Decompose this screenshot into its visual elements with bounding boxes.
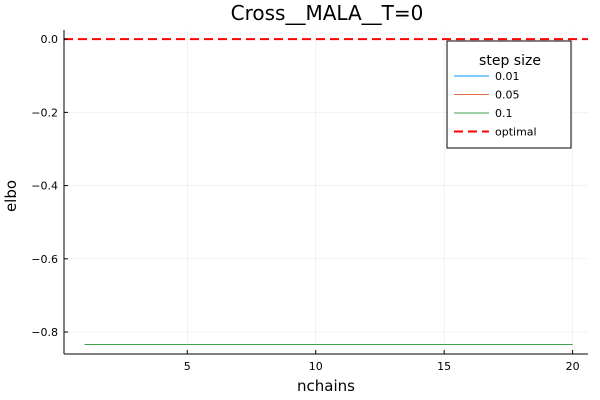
x-tick-label: 5 [184,360,191,373]
chart-title: Cross__MALA__T=0 [231,1,424,25]
x-tick-label: 15 [437,360,451,373]
x-axis-label: nchains [297,377,355,395]
legend-label-0.01: 0.01 [495,70,520,83]
y-tick-label: −0.2 [31,106,58,119]
y-tick-label: −0.8 [31,326,58,339]
y-axis-label: elbo [2,180,20,212]
x-tick-label: 20 [566,360,580,373]
legend-label-0.05: 0.05 [495,89,520,102]
plot-area [64,38,588,345]
axes: 5 10 15 20 0.0 −0.2 −0.4 −0.6 −0.8 [31,30,588,373]
legend-title: step size [479,53,541,69]
legend-label-0.1: 0.1 [495,107,513,120]
y-tick-label: −0.4 [31,180,58,193]
legend-label-optimal: optimal [495,126,537,139]
y-tick-label: −0.6 [31,253,58,266]
y-tick-label: 0.0 [41,33,59,46]
x-tick-label: 10 [309,360,323,373]
